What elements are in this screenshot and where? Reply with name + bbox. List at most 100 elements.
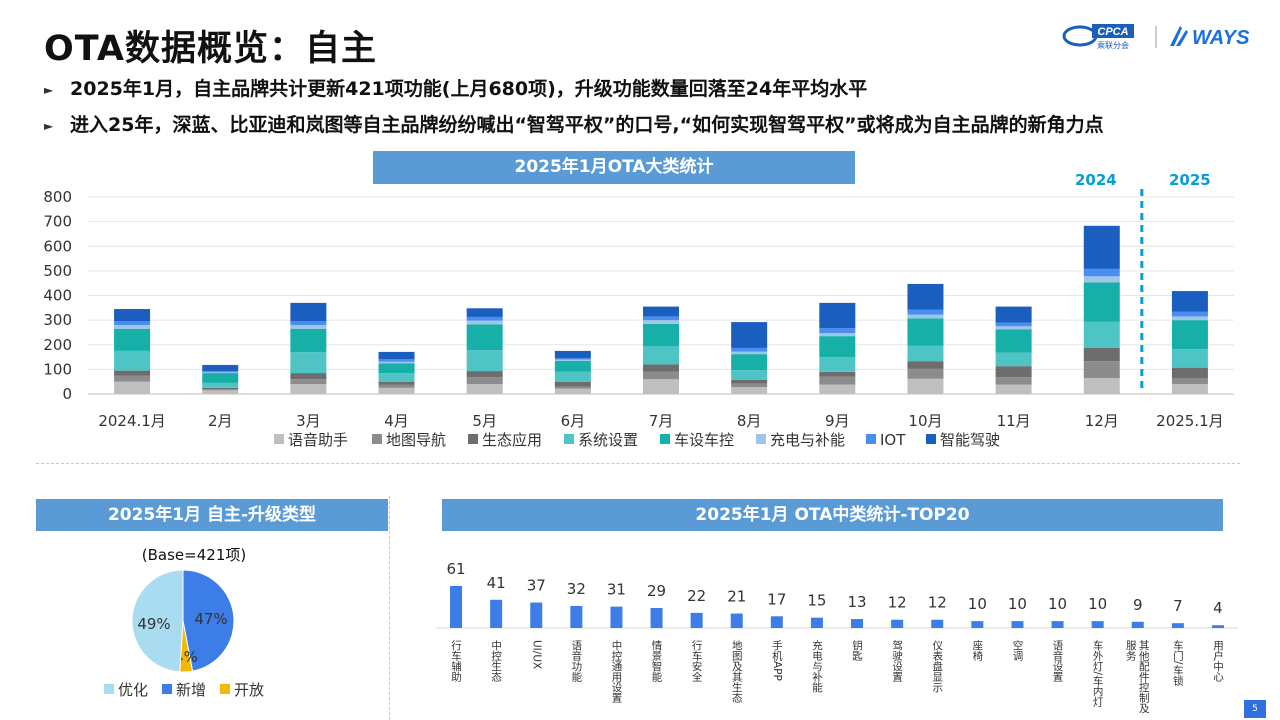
top20-bar xyxy=(931,619,944,628)
bar-segment xyxy=(202,373,239,383)
bar-segment xyxy=(114,328,151,351)
bar-segment xyxy=(554,350,591,359)
legend-swatch xyxy=(468,434,478,444)
bar-segment xyxy=(995,366,1032,378)
cpca-logo: CPCA 乘联分会 xyxy=(1062,24,1134,50)
x-tick-label: 11月 xyxy=(997,412,1031,430)
top20-category-label: 车外灯/车内灯 xyxy=(1092,639,1104,707)
x-tick-label: 7月 xyxy=(649,412,674,430)
y-tick-label: 200 xyxy=(43,336,72,354)
pie-slice-label: 49% xyxy=(137,615,170,633)
bar-segment xyxy=(114,375,151,382)
bar-segment xyxy=(290,352,327,374)
top20-category-label: 充电与补能 xyxy=(811,639,823,693)
bar-segment xyxy=(995,326,1032,330)
y-tick-label: 0 xyxy=(62,385,72,403)
top20-category-label: UI/UX xyxy=(530,640,542,669)
bar-segment xyxy=(907,309,944,315)
top20-chart-title: 2025年1月 OTA中类统计-TOP20 xyxy=(442,499,1223,531)
bar-segment xyxy=(202,372,239,374)
bar-segment xyxy=(554,381,591,387)
top20-value-label: 4 xyxy=(1213,599,1223,617)
bar-segment xyxy=(378,373,415,382)
bar-segment xyxy=(466,320,503,325)
top20-category-label: 中控生态 xyxy=(490,639,502,682)
bar-segment xyxy=(466,384,503,394)
pie-chart-title: 2025年1月 自主-升级类型 xyxy=(36,499,388,531)
top20-value-label: 10 xyxy=(1008,595,1027,613)
x-tick-label: 9月 xyxy=(825,412,850,430)
top20-value-label: 13 xyxy=(848,593,867,611)
bar-segment xyxy=(643,320,679,324)
x-tick-label: 4月 xyxy=(384,412,409,430)
bar-segment xyxy=(907,378,944,394)
bar-segment xyxy=(731,347,768,352)
legend-swatch xyxy=(564,434,574,444)
top20-bar xyxy=(650,608,663,628)
bar-segment xyxy=(643,316,679,321)
top20-category-label-cont: 服务 xyxy=(1125,640,1137,662)
bar-segment xyxy=(466,350,503,372)
bar-segment xyxy=(378,363,415,374)
top20-category-label: 驾驶设置 xyxy=(891,640,903,682)
bar-segment xyxy=(819,376,856,385)
bar-segment xyxy=(1171,320,1208,350)
pie-legend-label: 新增 xyxy=(176,681,206,699)
bullet-arrow-icon: ► xyxy=(44,118,54,133)
bar-segment xyxy=(466,377,503,385)
bar-segment xyxy=(995,322,1032,327)
y-tick-label: 700 xyxy=(43,213,72,231)
year-annotation-2024: 2024 xyxy=(1075,171,1117,189)
bar-segment xyxy=(819,384,856,394)
ways-logo: WAYS xyxy=(1170,26,1250,49)
y-tick-label: 800 xyxy=(43,188,72,206)
bar-segment xyxy=(907,318,944,346)
top20-category-label: 仪表盘显示 xyxy=(931,640,943,693)
legend-label: 智能驾驶 xyxy=(940,431,1000,449)
bar-segment xyxy=(1083,361,1120,378)
legend-label: 充电与补能 xyxy=(770,431,845,449)
top20-value-label: 22 xyxy=(687,587,706,605)
bar-segment xyxy=(643,323,679,346)
top20-value-label: 61 xyxy=(447,560,466,578)
bar-segment xyxy=(1083,276,1120,283)
section-divider-vertical xyxy=(389,496,390,720)
page-title: OTA数据概览：自主 xyxy=(44,29,377,69)
top20-value-label: 12 xyxy=(888,594,907,612)
pie-legend-swatch xyxy=(162,684,172,694)
pie-subtitle: (Base=421项) xyxy=(142,546,246,564)
cpca-logo-text: CPCA xyxy=(1097,26,1128,38)
bar-segment xyxy=(378,381,415,385)
top20-category-label: 语音功能 xyxy=(570,640,582,683)
bar-segment xyxy=(114,370,151,376)
x-tick-label: 2月 xyxy=(208,412,233,430)
pie-legend-swatch xyxy=(220,684,230,694)
ways-logo-text: WAYS xyxy=(1192,27,1250,49)
bar-segment xyxy=(1171,377,1208,385)
pie-slice-label: 47% xyxy=(194,610,227,628)
top20-category-label: 情景智能 xyxy=(651,639,663,683)
top20-bar xyxy=(1091,621,1104,628)
bar-segment xyxy=(290,373,327,380)
bar-segment xyxy=(731,383,768,388)
top20-bar xyxy=(810,617,823,628)
top20-value-label: 15 xyxy=(807,592,826,610)
top20-category-label: 用户中心 xyxy=(1212,640,1224,682)
bar-segment xyxy=(554,386,591,389)
stacked-bar-chart xyxy=(88,189,1234,444)
top20-category-label: 其他配件控制及 xyxy=(1138,640,1150,714)
bar-segment xyxy=(290,325,327,329)
main-chart-title: 2025年1月OTA大类统计 xyxy=(373,151,855,184)
bullet-text: 2025年1月，自主品牌共计更新421项功能(上月680项)，升级功能数量回落至… xyxy=(70,78,868,100)
pie-legend-label: 优化 xyxy=(118,681,148,699)
y-tick-label: 500 xyxy=(43,262,72,280)
bar-segment xyxy=(554,358,591,360)
bar-segment xyxy=(731,351,768,355)
top20-bar xyxy=(891,619,904,628)
top20-value-label: 10 xyxy=(1088,595,1107,613)
bar-segment xyxy=(1171,384,1208,394)
y-tick-label: 400 xyxy=(43,287,72,305)
bar-segment xyxy=(114,321,151,326)
bar-segment xyxy=(1083,321,1120,348)
